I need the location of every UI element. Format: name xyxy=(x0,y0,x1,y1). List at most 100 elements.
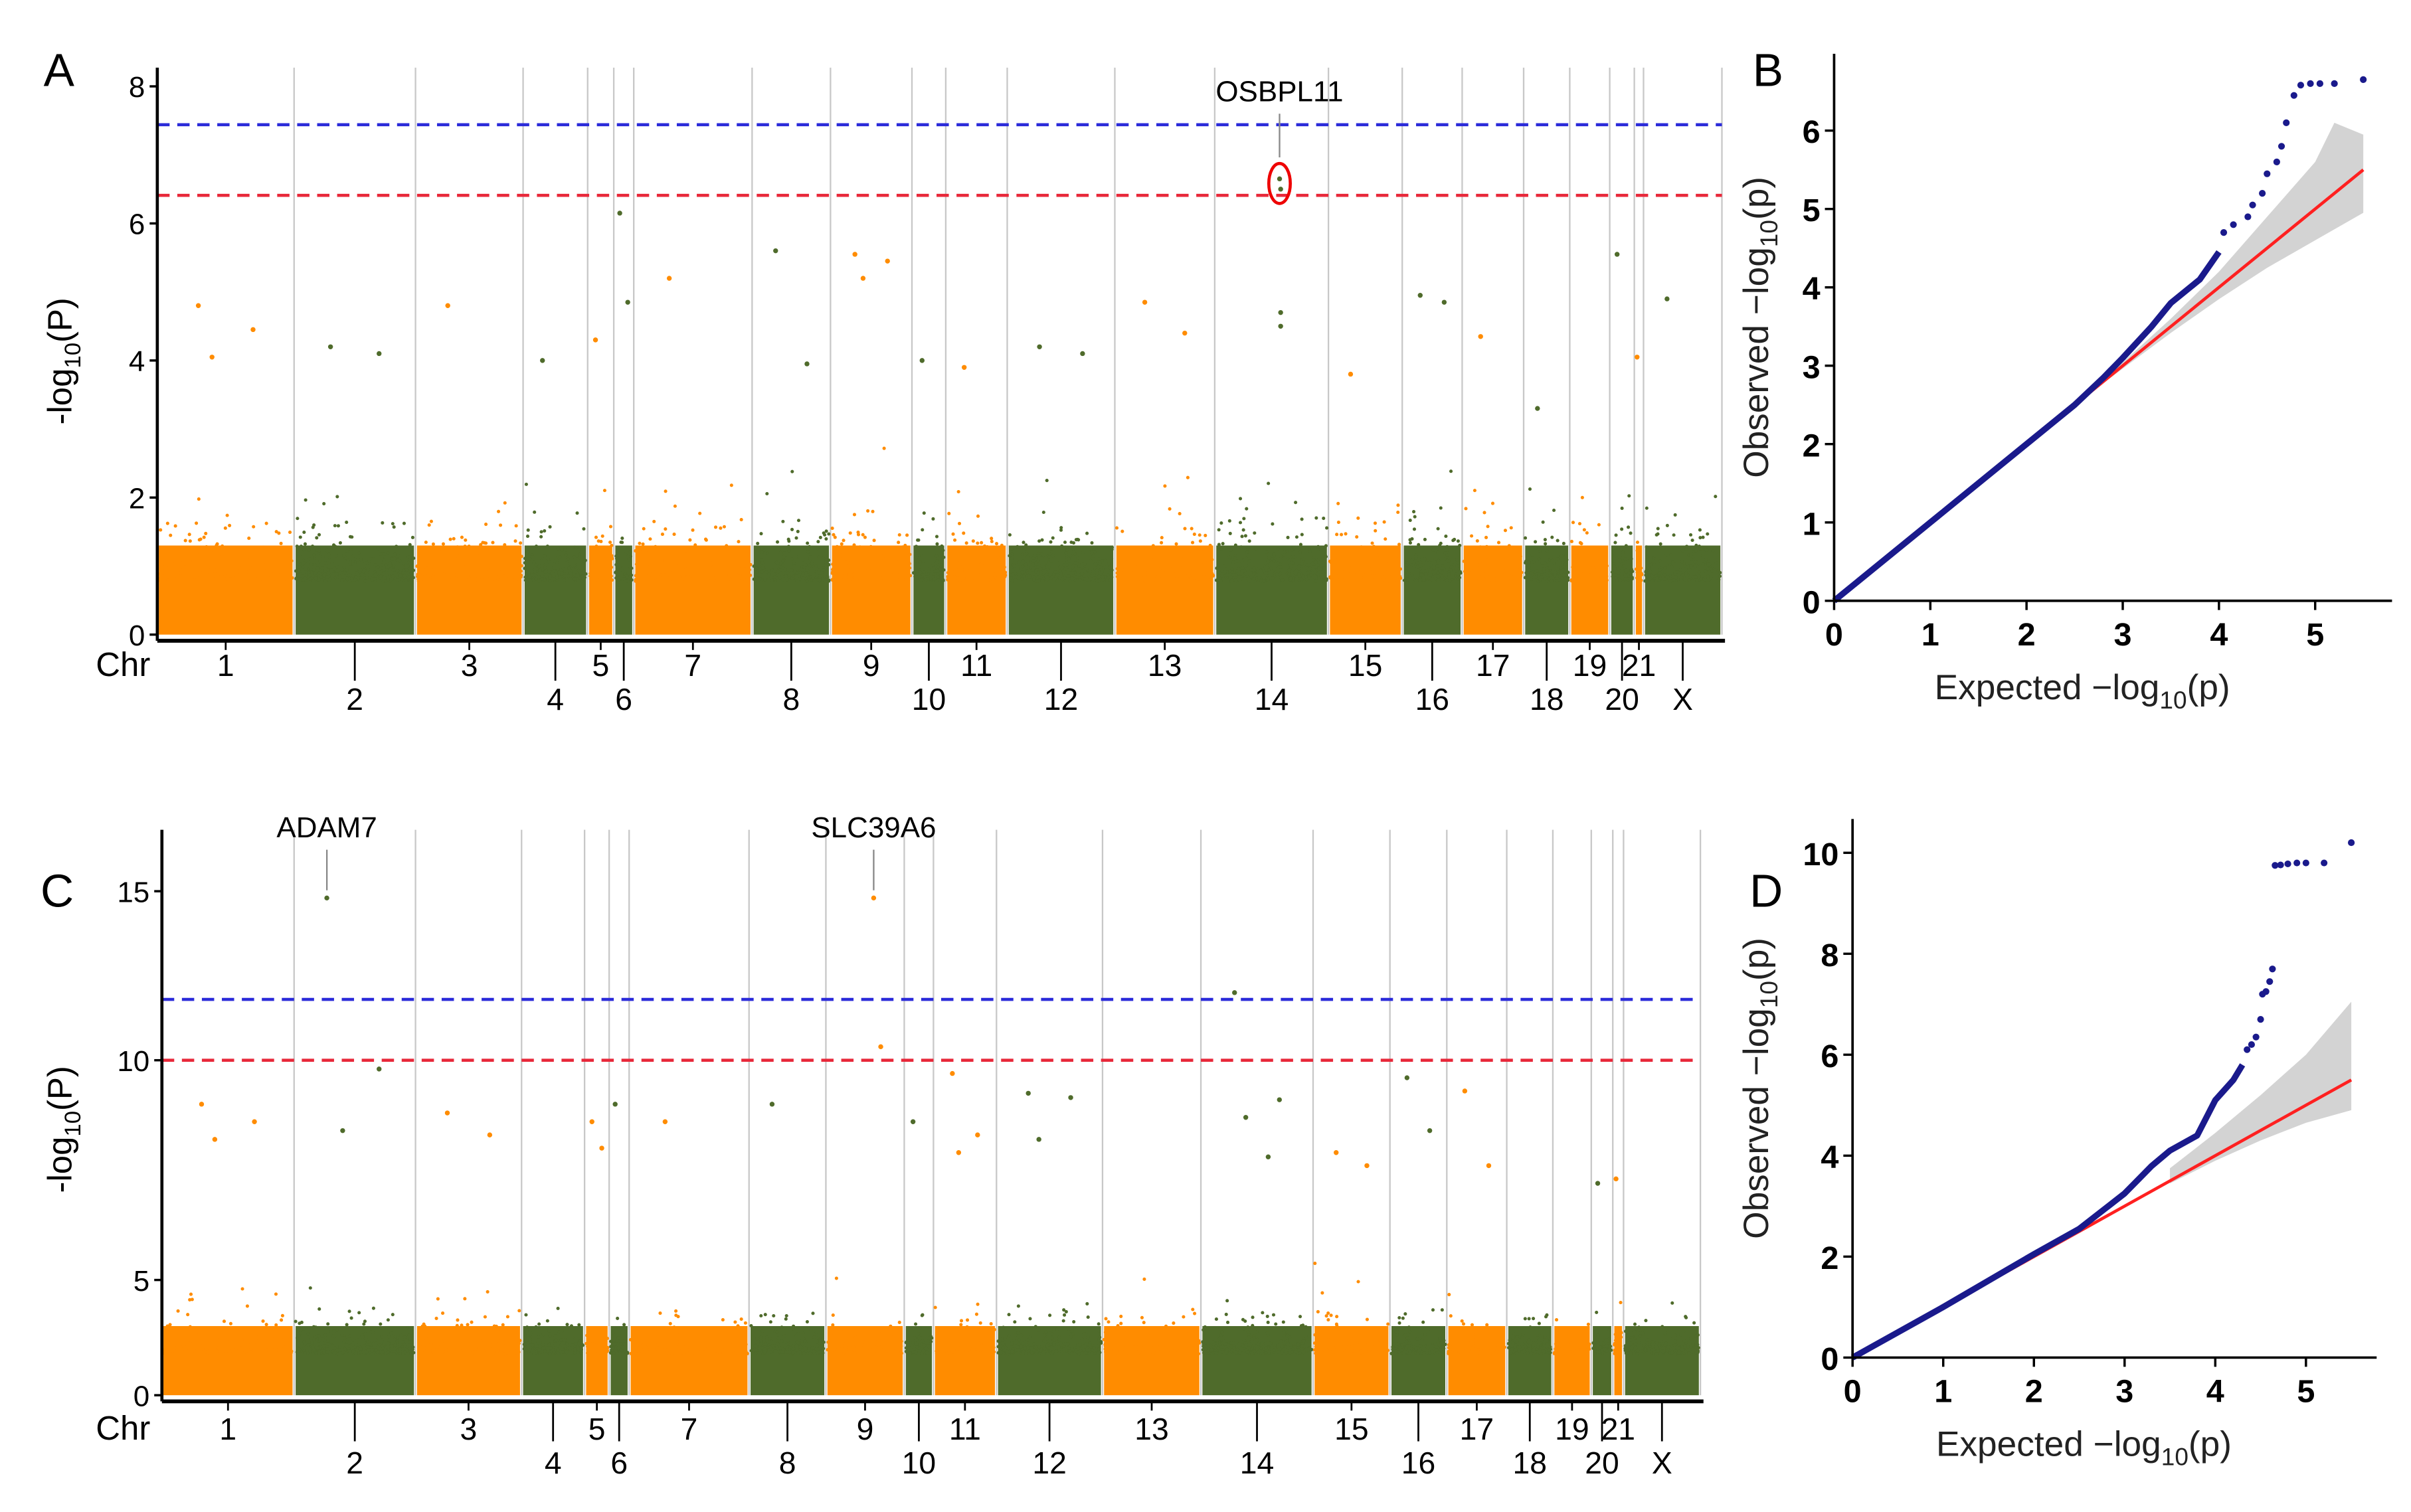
snp-point xyxy=(488,575,492,579)
snp-point xyxy=(326,568,330,572)
snp-point xyxy=(938,567,942,571)
snp-point xyxy=(913,574,917,578)
snp-point xyxy=(491,541,495,545)
snp-point xyxy=(802,566,806,570)
observed-pvalue-point xyxy=(2264,170,2271,177)
snp-point xyxy=(1180,556,1184,560)
snp-point xyxy=(572,572,576,576)
snp-point xyxy=(554,570,558,574)
snp-point xyxy=(823,578,827,582)
snp-point xyxy=(1402,578,1406,582)
snp-point xyxy=(1394,555,1398,559)
snp-point xyxy=(418,1344,422,1348)
snp-point xyxy=(269,1345,273,1349)
snp-point xyxy=(187,1335,191,1339)
snp-point xyxy=(1587,560,1591,564)
snp-point xyxy=(393,1335,397,1339)
snp-point xyxy=(1408,538,1412,542)
snp-point xyxy=(1352,562,1356,566)
observed-pvalue-point xyxy=(2316,80,2323,87)
snp-point xyxy=(395,545,399,548)
snp-point xyxy=(1317,576,1321,580)
snp-point xyxy=(486,1290,490,1294)
snp-point xyxy=(213,1339,217,1343)
snp-point xyxy=(359,558,363,562)
snp-point xyxy=(1044,560,1048,564)
snp-point xyxy=(223,574,227,578)
snp-point xyxy=(1714,561,1718,565)
snp-point xyxy=(1409,556,1413,560)
snp-point xyxy=(1658,568,1662,572)
observed-pvalue-point xyxy=(2220,229,2228,236)
snp-point xyxy=(707,574,711,578)
snp-point xyxy=(267,576,271,581)
snp-point xyxy=(1322,516,1326,521)
snp-point xyxy=(1598,558,1602,562)
snp-point xyxy=(302,558,306,562)
snp-point xyxy=(1678,568,1682,572)
snp-point xyxy=(1417,568,1421,572)
snp-point xyxy=(577,556,581,560)
snp-point xyxy=(1526,571,1530,575)
snp-point xyxy=(1374,529,1378,533)
snp-point xyxy=(790,557,794,561)
snp-point xyxy=(703,576,707,580)
panel-label-b: B xyxy=(1753,44,1783,96)
snp-point xyxy=(780,574,784,578)
snp-point xyxy=(264,566,268,570)
snp-point xyxy=(760,558,764,562)
snp-point xyxy=(432,1326,436,1331)
snp-point xyxy=(1204,554,1208,558)
snp-point xyxy=(817,568,821,572)
snp-point xyxy=(180,570,184,574)
snp-point xyxy=(1619,560,1623,564)
snp-point xyxy=(551,572,555,576)
snp-point xyxy=(242,558,246,562)
snp-point xyxy=(1126,549,1130,554)
snp-point xyxy=(363,561,367,565)
peak-snp-point xyxy=(250,327,256,333)
snp-point xyxy=(429,560,433,564)
snp-point xyxy=(250,578,254,582)
snp-point xyxy=(543,578,547,582)
snp-point xyxy=(1340,533,1344,537)
snp-point xyxy=(501,1342,505,1346)
snp-point xyxy=(605,562,609,566)
snp-point xyxy=(313,563,317,567)
snp-point xyxy=(1243,534,1247,538)
snp-point xyxy=(1294,501,1298,505)
snp-point xyxy=(1126,579,1130,583)
snp-point xyxy=(1190,527,1194,531)
snp-point xyxy=(1415,578,1419,582)
snp-point xyxy=(1508,553,1512,557)
snp-point xyxy=(581,562,585,566)
snp-point xyxy=(754,566,758,570)
snp-point xyxy=(1290,548,1295,552)
snp-point xyxy=(1312,555,1316,560)
snp-point xyxy=(238,1343,242,1347)
snp-point xyxy=(302,1340,306,1344)
observed-pvalue-point xyxy=(2249,201,2256,209)
snp-point xyxy=(380,1339,384,1343)
snp-point xyxy=(704,538,708,542)
snp-point xyxy=(1534,575,1538,579)
snp-point xyxy=(176,1309,180,1313)
snp-point xyxy=(889,578,893,582)
snp-point xyxy=(1698,528,1702,532)
y-tick-label: 3 xyxy=(1803,349,1821,385)
snp-point xyxy=(1241,528,1245,532)
snp-point xyxy=(1690,539,1694,543)
snp-point xyxy=(831,562,835,566)
snp-point xyxy=(760,550,764,554)
snp-point xyxy=(1039,564,1043,568)
snp-point xyxy=(1604,555,1608,559)
snp-point xyxy=(912,571,916,575)
snp-point xyxy=(169,1343,173,1347)
snp-point xyxy=(1245,556,1249,560)
snp-point xyxy=(772,569,776,573)
x-axis-label-subscript: 10 xyxy=(2159,686,2187,714)
snp-point xyxy=(1217,545,1221,548)
snp-point xyxy=(1360,545,1364,549)
snp-point xyxy=(161,548,165,552)
snp-point xyxy=(1200,547,1204,551)
